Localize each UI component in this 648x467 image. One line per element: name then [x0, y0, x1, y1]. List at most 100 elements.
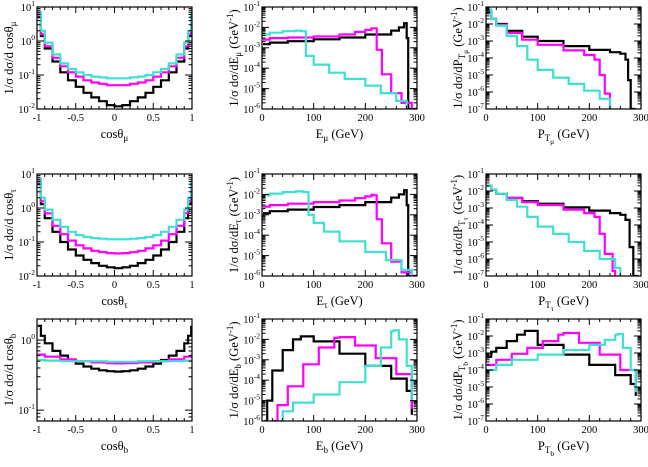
x-tick-label: 100: [530, 425, 546, 436]
y-axis-label: 1/σ dσ/d cosθb: [2, 333, 18, 406]
series-black-pt-b: [487, 329, 637, 396]
series-magenta-e-b: [272, 336, 413, 421]
x-tick-label: -0.5: [67, 425, 84, 436]
x-tick-label: 200: [581, 280, 597, 291]
y-axis-label: 1/σ dσ/dPTμ (GeV-1): [449, 7, 470, 108]
y-tick-label: 10-6: [243, 268, 260, 283]
series-cyan-cos-mu: [37, 11, 192, 80]
y-tick-label: 10-3: [243, 40, 260, 55]
y-axis-label: 1/σ dσ/dEτ (GeV-1): [225, 177, 243, 273]
y-tick-label: 10-1: [467, 311, 484, 326]
x-tick-label: 100: [306, 425, 322, 436]
panel-e-mu: 0 100 200 300 10-6 10-5 10-4 10-3 10-2 10-1 Eμ (Ge…: [225, 0, 425, 143]
y-tick-label: 10-2: [467, 16, 484, 31]
series-magenta-cos-b: [37, 353, 192, 365]
series-magenta-e-mu: [263, 27, 413, 109]
panel-cos-tau: -1 -0.5 0 0.5 1 10-2 10-1 100 101 cosθτ 1/σ dσ/d c…: [2, 166, 195, 310]
x-tick-label: 0: [259, 113, 264, 124]
x-tick-label: 0: [112, 425, 117, 436]
x-tick-label: 200: [581, 113, 597, 124]
x-tick-label: 0: [483, 113, 488, 124]
panel-pt-b: 0 100 200 300 10-7 10-6 10-5 10-4 10-3 10-2 10-1 PT…: [449, 311, 648, 458]
y-tick-label: 10-2: [243, 186, 260, 201]
series-magenta-e-tau: [263, 193, 413, 276]
y-tick-label: 10-5: [243, 393, 260, 408]
y-tick-label: 10-4: [243, 60, 260, 75]
x-tick-label: 0: [483, 280, 488, 291]
x-tick-label: 1: [189, 113, 194, 124]
y-tick-label: 10-5: [467, 379, 484, 394]
y-tick-label: 10-5: [467, 234, 484, 249]
y-tick-label: 10-1: [467, 0, 484, 14]
series-magenta-pt-b: [487, 331, 637, 393]
y-tick-label: 10-1: [18, 234, 35, 249]
y-tick-label: 10-7: [467, 101, 484, 116]
y-tick-label: 10-3: [243, 352, 260, 367]
panel-cos-mu: -1 -0.5 0 0.5 1 10-2 10-1 100 101 cosθμ 1/σ dσ/d c…: [2, 0, 195, 143]
x-axis-label: cosθμ: [101, 127, 129, 143]
x-tick-label: 1: [189, 425, 194, 436]
x-tick-label: 100: [306, 113, 322, 124]
x-axis-label: cosθb: [101, 439, 129, 455]
y-tick-label: 10-2: [18, 101, 35, 116]
series-cyan-e-b: [277, 329, 413, 421]
series-cyan-e-mu: [263, 29, 408, 109]
series-cyan-pt-tau: [487, 184, 622, 276]
x-tick-label: -1: [33, 113, 42, 124]
x-axis-label: cosθτ: [101, 294, 128, 310]
x-tick-label: 0: [112, 113, 117, 124]
y-tick-label: 10-4: [467, 217, 484, 232]
x-tick-label: 0.5: [147, 113, 160, 124]
x-tick-label: 200: [581, 425, 597, 436]
y-tick-label: 10-1: [18, 402, 35, 417]
panel-pt-tau: 0 100 200 300 10-7 10-6 10-5 10-4 10-3 10-2 10-1 PT…: [449, 166, 648, 313]
x-tick-label: 200: [357, 113, 373, 124]
x-tick-label: 1: [189, 280, 194, 291]
y-tick-label: 10-2: [243, 331, 260, 346]
y-tick-label: 10-6: [467, 84, 484, 99]
y-tick-label: 10-1: [243, 166, 260, 181]
y-axis-label: 1/σ dσ/dEμ (GeV-1): [225, 9, 243, 106]
panel-e-tau: 0 100 200 300 10-6 10-5 10-4 10-3 10-2 10-1 Eτ (Ge…: [225, 166, 425, 310]
y-tick-label: 10-4: [467, 50, 484, 65]
y-tick-label: 10-6: [243, 413, 260, 428]
y-tick-label: 10-1: [243, 0, 260, 14]
x-tick-label: 200: [357, 425, 373, 436]
y-tick-label: 10-2: [243, 19, 260, 34]
y-tick-label: 10-5: [467, 67, 484, 82]
series-black-cos-b: [37, 324, 192, 373]
panel-cos-b: -1 -0.5 0 0.5 1 10-1 100 cosθb 1/σ dσ/d cosθb: [2, 318, 195, 455]
y-tick-label: 10-3: [243, 207, 260, 222]
series-black-e-tau: [263, 189, 417, 276]
series-cyan-pt-b: [487, 333, 637, 393]
y-tick-label: 10-1: [243, 311, 260, 326]
x-tick-label: 300: [409, 425, 425, 436]
y-tick-label: 10-2: [467, 183, 484, 198]
x-axis-label: Eμ (GeV): [316, 127, 364, 143]
y-tick-label: 10-1: [467, 166, 484, 181]
x-axis-label: PTb (GeV): [538, 439, 589, 458]
y-tick-label: 10-5: [243, 81, 260, 96]
y-axis-label: 1/σ dσ/dEb (GeV-1): [225, 321, 243, 418]
y-tick-label: 10-5: [243, 248, 260, 263]
x-tick-label: -1: [33, 425, 42, 436]
series-black-e-mu: [263, 22, 417, 109]
x-tick-label: 300: [633, 425, 648, 436]
y-tick-label: 101: [21, 0, 36, 14]
x-tick-label: 100: [530, 113, 546, 124]
y-tick-label: 100: [21, 200, 36, 215]
series-black-pt-mu: [487, 11, 636, 109]
y-tick-label: 10-2: [467, 328, 484, 343]
y-tick-label: 10-1: [18, 67, 35, 82]
y-tick-label: 10-6: [467, 251, 484, 266]
y-tick-label: 10-7: [467, 413, 484, 428]
x-tick-label: 0: [259, 425, 264, 436]
x-tick-label: 300: [409, 280, 425, 291]
y-axis-label: 1/σ dσ/dPTb (GeV-1): [449, 319, 470, 420]
y-tick-label: 100: [21, 33, 36, 48]
panel-e-b: 0 100 200 300 10-6 10-5 10-4 10-3 10-2 10-1 Eb (Ge…: [225, 311, 425, 455]
series-magenta-cos-tau: [37, 180, 192, 255]
series-cyan-cos-b: [37, 358, 192, 363]
y-tick-label: 10-7: [467, 268, 484, 283]
y-tick-label: 10-3: [467, 345, 484, 360]
